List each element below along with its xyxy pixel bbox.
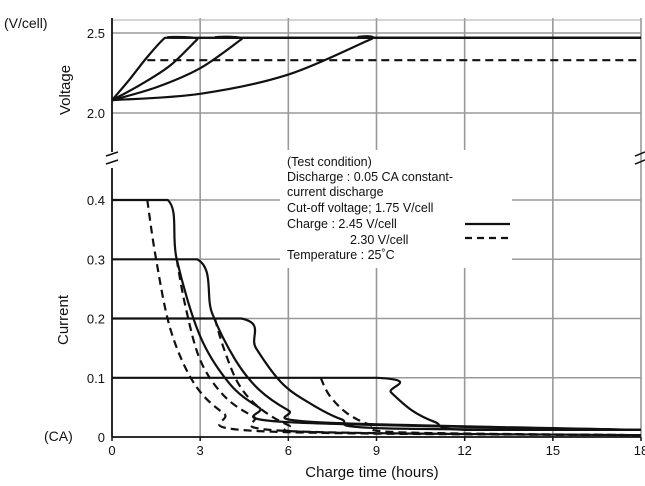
voltage-unit: (V/cell) [4, 15, 48, 31]
current-series-2-solid [112, 258, 642, 431]
tick-labels: 0 3 6 9 12 15 18 2.0 2.5 0 0.1 0.2 0.3 0.4 [87, 26, 645, 458]
voltage-series-2-solid [111, 35, 641, 102]
legend-charge-230: 2.30 V/cell [350, 233, 408, 247]
legend-background [280, 150, 512, 268]
voltage-tick-label-2.0: 2.0 [87, 106, 105, 121]
x-tick-label-15: 15 [546, 443, 560, 458]
legend-discharge-line1: Discharge : 0.05 CA constant- [287, 170, 453, 184]
current-tick-label-0.2: 0.2 [87, 312, 105, 327]
voltage-tick-label-2.5: 2.5 [87, 26, 105, 41]
voltage-series-1-solid [111, 36, 641, 101]
x-tick-label-3: 3 [197, 443, 204, 458]
legend-charge-245: Charge : 2.45 V/cell [287, 217, 397, 231]
current-series-4-solid [112, 376, 641, 431]
current-series-5-dashed [146, 199, 642, 437]
voltage-series-4-solid [111, 35, 641, 102]
x-tick-label-12: 12 [457, 443, 471, 458]
voltage-axis-title: Voltage [57, 65, 74, 115]
legend-box: (Test condition) Discharge : 0.05 CA con… [280, 150, 512, 268]
legend-discharge-line2: current discharge [287, 185, 384, 199]
axes [105, 18, 645, 441]
x-tick-label-9: 9 [373, 443, 380, 458]
x-tick-label-18: 18 [634, 443, 645, 458]
current-axis-title: Current [55, 294, 72, 345]
current-tick-label-0.4: 0.4 [87, 193, 105, 208]
legend-condition: (Test condition) [287, 155, 372, 169]
voltage-series-3-solid [111, 35, 641, 102]
current-unit: (CA) [44, 428, 73, 444]
y-axis-break-right [634, 151, 645, 165]
current-tick-label-0.3: 0.3 [87, 252, 105, 267]
current-series-7-dashed [213, 318, 642, 437]
current-tick-label-0: 0 [98, 430, 105, 445]
series-lines [111, 35, 642, 437]
legend-temperature: Temperature : 25˚C [287, 248, 395, 262]
legend-cutoff: Cut-off voltage; 1.75 V/cell [287, 201, 433, 215]
x-tick-label-0: 0 [108, 443, 115, 458]
y-axis-break-left [105, 151, 119, 165]
x-axis-title: Charge time (hours) [305, 464, 438, 481]
x-tick-label-6: 6 [285, 443, 292, 458]
current-series-8-dashed [319, 377, 642, 437]
current-tick-label-0.1: 0.1 [87, 371, 105, 386]
